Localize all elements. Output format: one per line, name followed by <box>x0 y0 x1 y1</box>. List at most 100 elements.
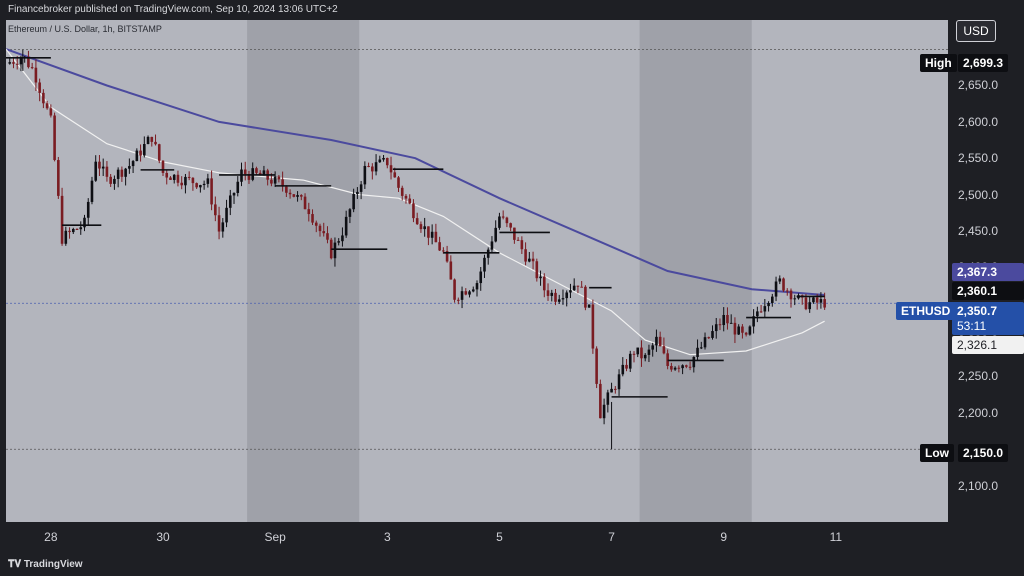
candle-body <box>584 286 587 308</box>
candle-body <box>397 177 400 188</box>
candle-body <box>542 276 546 291</box>
candle-body <box>42 92 45 104</box>
candle-body <box>471 289 475 292</box>
candle-body <box>528 258 531 262</box>
candle-body <box>199 185 202 188</box>
candle-body <box>610 388 613 393</box>
candle-body <box>812 297 815 303</box>
candle-body <box>314 222 318 226</box>
candle-body <box>666 353 669 366</box>
candle-body <box>580 286 583 288</box>
candle-body <box>658 336 662 347</box>
candle-body <box>113 178 116 184</box>
candle-body <box>255 168 258 173</box>
candle-body <box>415 218 419 225</box>
candle-body <box>206 178 210 184</box>
candle-body <box>789 290 793 300</box>
x-tick-label: 30 <box>156 530 170 544</box>
candle-body <box>726 314 729 324</box>
symbol-label: ETHUSD <box>896 302 956 320</box>
candle-body <box>135 150 139 162</box>
candle-body <box>752 316 755 327</box>
currency-button[interactable]: USD <box>956 20 996 42</box>
candle-body <box>808 302 811 310</box>
candle-body <box>655 336 658 346</box>
candle-body <box>184 176 187 186</box>
candle-body <box>326 233 329 240</box>
candle-body <box>539 276 542 279</box>
candle-body <box>442 250 445 252</box>
candle-body <box>621 364 625 375</box>
candle-body <box>277 176 281 180</box>
candle-body <box>468 291 471 295</box>
candle-body <box>445 251 449 262</box>
candle-body <box>673 367 677 370</box>
footer-bar <box>0 556 1024 576</box>
close-level-label: 2,360.1 <box>952 282 1024 300</box>
candle-body <box>311 214 314 223</box>
candle-body <box>509 223 512 228</box>
candle-body <box>741 326 744 333</box>
candle-body <box>285 186 288 193</box>
candle-body <box>228 195 232 208</box>
candle-body <box>303 196 307 210</box>
candle-body <box>430 231 434 238</box>
candle-body <box>363 165 367 185</box>
candle-body <box>371 166 374 172</box>
candle-body <box>576 285 580 287</box>
candle-body <box>737 326 740 335</box>
y-tick-label: 2,100.0 <box>958 478 999 493</box>
candle-body <box>49 108 53 116</box>
candle-body <box>273 176 277 184</box>
candle-body <box>247 174 251 180</box>
candle-body <box>722 314 726 326</box>
candle-body <box>191 177 195 184</box>
x-tick-label: 7 <box>608 530 615 544</box>
candle-body <box>677 367 681 369</box>
candle-body <box>75 228 79 230</box>
publisher-bar: Financebroker published on TradingView.c… <box>0 0 1024 20</box>
candle-body <box>438 242 441 251</box>
candle-body <box>374 162 378 172</box>
candle-body <box>221 222 225 232</box>
candle-body <box>225 207 228 223</box>
x-tick-label: 9 <box>720 530 728 544</box>
candle-body <box>116 169 120 179</box>
candle-body <box>359 184 363 192</box>
candle-body <box>109 176 112 184</box>
candle-body <box>550 292 554 296</box>
plot-area[interactable] <box>6 20 948 522</box>
candle-body <box>243 169 247 175</box>
candle-body <box>251 168 255 180</box>
candle-body <box>711 331 714 338</box>
candle-body <box>531 258 535 262</box>
candle-body <box>128 166 131 169</box>
candle-body <box>150 136 154 142</box>
candle-body <box>546 290 550 296</box>
countdown-label: 53:11 <box>952 317 1024 335</box>
candle-body <box>774 281 778 297</box>
candle-body <box>681 365 684 369</box>
candle-body <box>785 290 789 292</box>
candle-body <box>157 144 161 161</box>
ma-slow-label: 2,367.3 <box>952 263 1024 281</box>
candle-body <box>202 183 206 186</box>
candle-body <box>344 216 348 236</box>
candle-body <box>262 170 266 176</box>
candle-body <box>292 194 296 197</box>
candle-body <box>434 231 438 243</box>
candle-body <box>628 353 632 369</box>
candle-body <box>602 404 606 419</box>
candle-body <box>565 292 569 299</box>
candle-body <box>501 216 505 218</box>
candle-body <box>591 304 595 349</box>
candle-body <box>341 235 344 242</box>
candle-body <box>643 354 647 359</box>
candle-body <box>599 383 602 419</box>
candle-body <box>494 227 497 242</box>
candle-body <box>404 195 408 199</box>
candle-body <box>793 298 797 300</box>
candle-body <box>460 291 464 300</box>
candle-body <box>636 347 640 355</box>
tradingview-logo[interactable]: 𝐓𝐕 TradingView <box>8 559 83 570</box>
